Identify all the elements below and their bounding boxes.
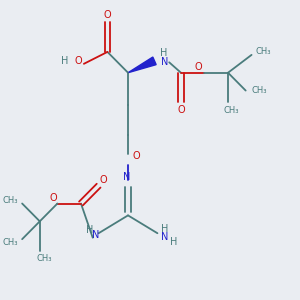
Text: O: O [99,175,107,185]
Text: H: H [160,48,167,59]
Text: H: H [85,225,93,235]
Text: CH₃: CH₃ [223,106,239,115]
Text: CH₃: CH₃ [3,196,18,205]
Text: CH₃: CH₃ [251,86,267,95]
Text: O: O [49,193,57,203]
Polygon shape [128,57,156,73]
Text: CH₃: CH₃ [256,47,271,56]
Text: N: N [123,172,130,182]
Text: N: N [161,232,169,242]
Text: CH₃: CH₃ [36,254,52,263]
Text: O: O [132,151,140,161]
Text: O: O [103,10,111,20]
Text: CH₃: CH₃ [3,238,18,247]
Text: O: O [177,105,185,115]
Text: H: H [61,56,68,66]
Text: O: O [74,56,82,66]
Text: H: H [170,237,177,247]
Text: N: N [161,57,169,67]
Text: O: O [195,62,203,72]
Text: N: N [92,230,99,240]
Text: H: H [161,224,169,234]
